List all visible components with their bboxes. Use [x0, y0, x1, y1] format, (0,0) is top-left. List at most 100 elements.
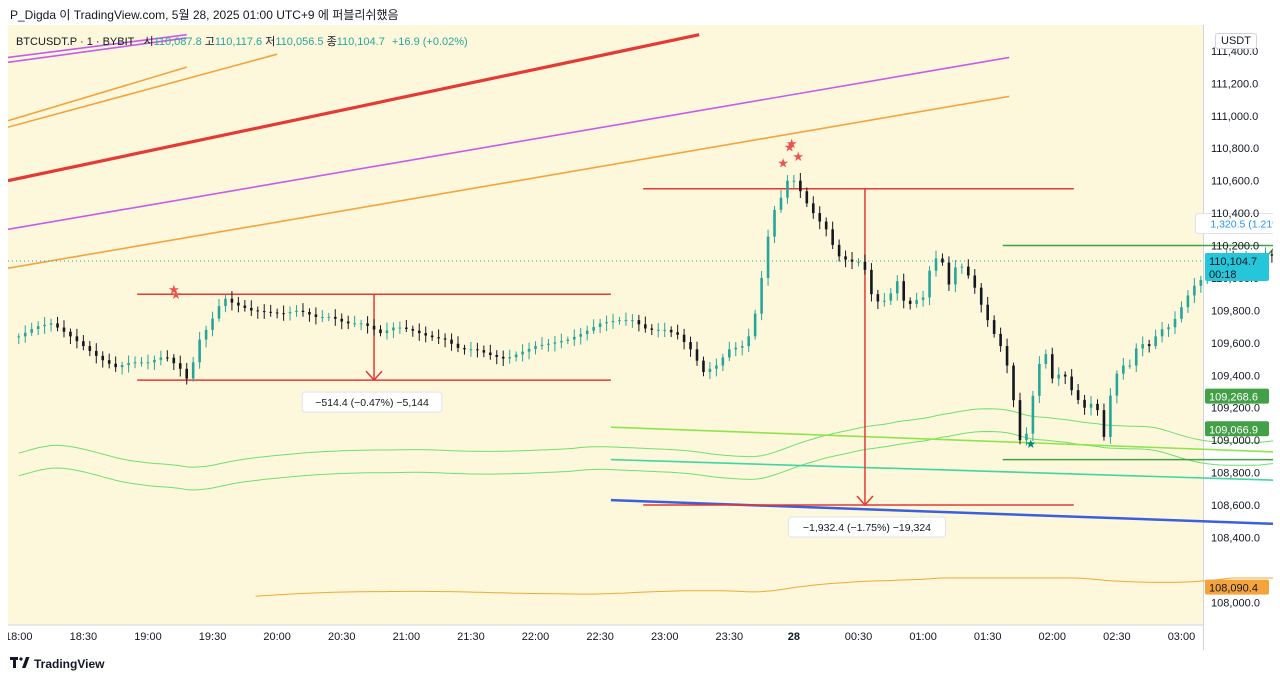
candle-body [695, 349, 699, 361]
candle-body [973, 275, 977, 288]
high-signal-star-icon: ★ [784, 140, 796, 155]
x-tick-label: 21:00 [393, 631, 421, 643]
footer-brand[interactable]: TradingView [10, 657, 104, 671]
high-signal-star-icon: ★ [170, 288, 182, 303]
candle-body [1102, 410, 1106, 437]
price-tag-bg [1205, 252, 1269, 281]
range-label-3-bg [1194, 213, 1273, 235]
candle-body [902, 281, 906, 301]
range-label-1: −514.4 (−0.47%) −5,144 [301, 391, 443, 413]
candle-body [579, 334, 583, 337]
candle-body [818, 213, 822, 222]
candle-body [921, 297, 925, 300]
candle-body [1012, 365, 1015, 401]
candle-body [327, 316, 331, 318]
candle-body [715, 365, 718, 369]
low-value: 110,056.5 [275, 36, 324, 48]
candle-body [198, 339, 201, 363]
candle-body [282, 313, 285, 315]
price-tag-0: 110,104.700:18 [1205, 252, 1269, 281]
y-tick-label: 109,000.0 [1211, 435, 1260, 447]
symbol-label[interactable]: BTCUSDT.P · 1 · BYBIT [16, 36, 135, 48]
x-tick-label: 21:30 [457, 631, 485, 643]
candle-body [269, 311, 272, 313]
candle-body [960, 266, 964, 268]
candle-body [1199, 279, 1203, 286]
candle-body [262, 311, 266, 313]
candle-body [88, 346, 92, 351]
candle-body [740, 346, 744, 348]
y-tick-label: 110,400.0 [1211, 208, 1259, 220]
channel-line-2 [8, 95, 1010, 270]
chart-svg[interactable]: ★★★★★ ★★−514.4 (−0.47%) −5,144−1,932.4 (−… [8, 25, 1273, 650]
high-signal-star-icon: ★ [168, 283, 180, 298]
candle-body [870, 269, 873, 295]
candle-body [999, 333, 1002, 347]
x-tick-label: 00:30 [845, 631, 873, 643]
candle-body [49, 323, 53, 325]
candle-body [1083, 399, 1086, 408]
plot-area[interactable] [8, 25, 1203, 625]
candle-body [1076, 390, 1080, 400]
trend-line-lime [610, 426, 1273, 453]
y-tick-label: 109,800.0 [1211, 305, 1260, 317]
candle-body [43, 324, 46, 327]
price-axis[interactable] [1203, 25, 1274, 650]
candle-body [82, 341, 85, 347]
candle-body [941, 258, 944, 263]
price-tag-3: 108,090.4 [1205, 579, 1269, 595]
candle-body [986, 304, 989, 321]
trend-line-blue [610, 498, 1273, 526]
candle-body [94, 350, 98, 356]
candle-body [811, 203, 815, 214]
x-tick-label: 19:00 [134, 631, 162, 643]
candle-body [1128, 365, 1132, 367]
candle-body [560, 340, 563, 343]
x-tick-label: 23:00 [651, 631, 679, 643]
candle-body [101, 355, 105, 361]
candle-body [1018, 400, 1022, 441]
y-tick-label: 108,000.0 [1211, 597, 1260, 609]
candle-body [883, 300, 886, 302]
candle-body [702, 360, 705, 373]
candle-body [1154, 336, 1157, 347]
candle-body [217, 306, 221, 319]
y-tick-label: 109,600.0 [1211, 338, 1260, 350]
channel-line-0 [8, 33, 700, 183]
candle-body [534, 346, 537, 349]
candle-body [721, 357, 725, 366]
envelope-band-lower [18, 430, 1273, 491]
high-value: 110,117.6 [214, 36, 263, 48]
candle-body [424, 333, 428, 336]
range-label-1-text: −514.4 (−0.47%) −5,144 [315, 397, 429, 409]
candle-body [979, 287, 983, 305]
candle-body [540, 344, 544, 347]
chart-frame[interactable]: ★ ★ ★ ★ ★ ★ ★ −514.4 (−0.47%) −5,144 −1,932.4 (−… [8, 25, 1274, 650]
candle-body [857, 261, 860, 263]
price-tag-text: 109,066.9 [1209, 424, 1258, 436]
candle-body [75, 336, 79, 342]
candle-body [450, 339, 453, 344]
x-tick-label: 01:30 [974, 631, 1002, 643]
candle-body [237, 302, 240, 306]
currency-button[interactable]: USDT [1215, 33, 1257, 49]
candle-body [928, 270, 931, 298]
price-tag-bg [1205, 388, 1269, 404]
candle-body [844, 256, 847, 260]
candle-body [611, 320, 615, 323]
candle-body [1134, 348, 1138, 366]
candle-body [36, 326, 40, 330]
candle-body [417, 330, 421, 334]
x-tick-label: 02:30 [1103, 631, 1131, 643]
candle-body [256, 310, 260, 312]
candle-body [514, 354, 518, 358]
candle-body [908, 300, 912, 304]
candle-body [1122, 365, 1125, 374]
x-tick-label: 20:00 [263, 631, 291, 643]
candle-body [308, 312, 311, 315]
candle-body [1038, 363, 1041, 396]
x-tick-label: 20:30 [328, 631, 356, 643]
candle-body [314, 314, 318, 317]
price-tag-bg [1205, 421, 1269, 437]
candle-body [372, 325, 376, 330]
